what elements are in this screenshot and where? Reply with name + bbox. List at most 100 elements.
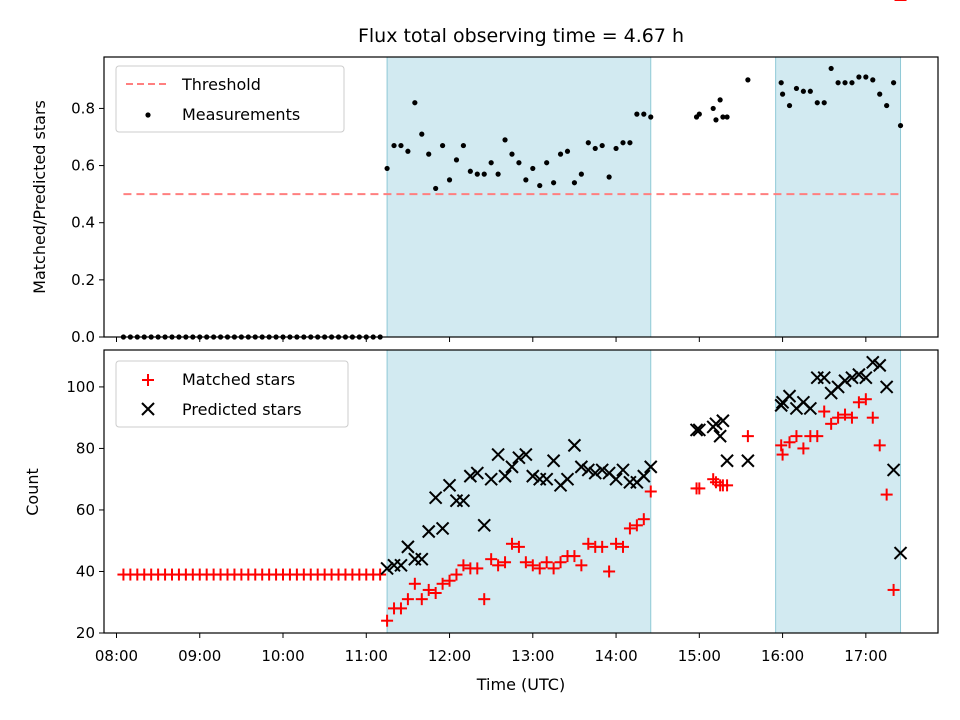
predicted-stars-point [866,355,880,370]
measurements-point [460,142,467,149]
measurements-point [564,148,571,154]
measurements-point [467,168,473,174]
measurements-point [405,148,411,154]
matched-stars-point [880,488,893,501]
measurements-point [828,65,834,72]
predicted-stars-point [512,450,526,465]
measurements-point [641,111,647,117]
matched-stars-point [693,482,706,495]
matched-stars-point [637,513,650,526]
matched-stars-point [630,519,643,532]
matched-stars-point [374,568,387,581]
matched-stars-point [478,593,491,606]
measurements-point [398,142,404,149]
measurements-point [426,151,432,157]
chart-title: Flux total observing time = 4.67 h [358,25,684,47]
measurements-point [856,74,862,80]
x-tick-label: 10:00 [261,647,304,665]
x-tick-label: 15:00 [678,647,721,665]
measurements-point [620,140,626,146]
measurements-point [800,88,806,94]
matched-stars-point [381,614,394,627]
ratio-observing-window-2 [775,56,902,338]
threshold-legend-label: Threshold [181,75,261,94]
matched-stars-point [866,411,879,424]
predicted-stars-point [422,524,436,539]
predicted-legend-label: Predicted stars [182,400,302,419]
count-panel: 20 40 60 80 100 08:00 09:00 10:00 11:00 12:00 13:… [23,0,939,665]
ratio-observing-window-1 [386,56,652,338]
matched-stars-point [741,430,754,443]
matched-legend-swatch [142,374,154,386]
predicted-stars-point [689,423,704,437]
x-tick-label: 12:00 [428,647,471,665]
matched-stars-point [825,417,838,430]
predicted-stars-point [817,370,831,385]
ratio-x-ticks [115,337,867,342]
measurements-point [412,100,418,106]
measurements-point [453,157,460,163]
ratio-y-ticks: 0.0 0.2 0.4 0.6 0.8 [71,99,104,346]
matched-stars-point [540,556,553,569]
predicted-stars-point [709,417,723,431]
matched-stars-point [450,568,463,581]
measurements-point [419,131,425,137]
measurements-point [488,160,494,166]
measurements-point [793,85,800,92]
measurements-point [814,100,820,106]
matched-stars-point [394,602,407,615]
matched-stars-point [873,439,886,452]
count-y-tick-label: 20 [76,624,95,642]
predicted-stars-point [498,469,512,483]
measurements-point [786,102,793,109]
predicted-stars-point [484,472,498,486]
matched-stars-point [443,574,456,587]
ratio-panel-frame [103,56,939,338]
count-y-tick-label: 40 [76,562,95,580]
matched-stars-point [547,562,560,575]
predicted-legend-swatch [141,402,155,416]
measurements-point [710,105,716,112]
measurements-point [585,140,591,146]
measurements-point [571,180,578,186]
observing-windows-bottom [386,349,902,634]
matched-stars-point [415,593,428,606]
matched-stars-point [499,556,512,569]
predicted-stars-point [873,358,887,373]
predicted-stars-point [415,552,429,566]
predicted-stars-point [859,370,873,385]
predicted-stars-point [637,469,651,483]
matched-stars-point [429,587,442,600]
measurements-point [439,142,446,149]
x-axis-label: Time (UTC) [476,675,565,694]
predicted-stars-point [470,466,484,480]
measurements-point [606,174,612,180]
ratio-y-tick-label: 0.0 [71,328,95,346]
matched-stars-point [575,559,588,572]
ratio-panel: 0.00.20.40.60.8 Matched/Predicted stars … [30,56,939,346]
measurements-point [779,91,786,97]
matched-stars-point [797,442,810,455]
measurements-point [724,114,730,120]
matched-stars-point [492,559,505,572]
measurements-point [523,177,529,183]
predicted-stars-point [505,460,519,474]
predicted-stars-point [463,469,478,483]
matched-stars-point [610,537,623,550]
matched-stars-point [436,577,449,590]
count-y-ticks: 20 40 60 80 100 [66,378,104,642]
ratio-plot-area [120,65,904,340]
predicted-stars-point [581,463,596,477]
predicted-stars-point [442,478,457,493]
matched-stars-point [457,559,470,572]
measurements-point [717,97,723,103]
measurements-point [897,122,904,129]
ratio-y-tick-label: 0.4 [71,214,95,232]
predicted-stars-point [716,414,730,428]
predicted-stars-point [456,494,471,508]
x-tick-label: 08:00 [95,647,138,665]
measurements-point [842,80,848,86]
predicted-stars-point [546,454,561,468]
count-legend-box [115,360,349,428]
predicted-stars-point [782,389,797,403]
